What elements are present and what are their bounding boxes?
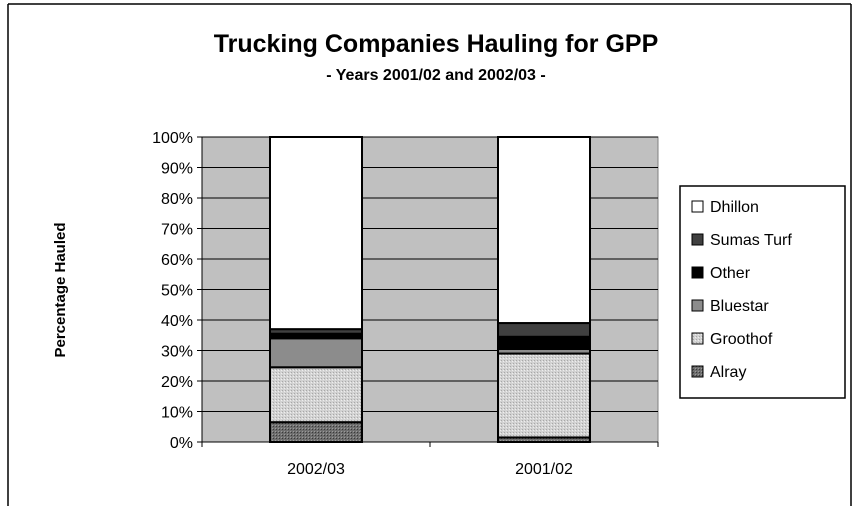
y-tick-label: 70% [161,222,193,239]
legend-label-groothof: Groothof [710,331,773,348]
y-tick-label: 50% [161,283,193,300]
x-tick-label: 2001/02 [515,461,573,478]
chart-subtitle: - Years 2001/02 and 2002/03 - [326,67,545,84]
bar-segment-bluestar [269,337,363,369]
bar-segment-groothof [497,352,591,439]
legend-label-alray: Alray [710,364,746,381]
legend-label-other: Other [710,265,751,282]
bar-segment-alray [269,421,363,443]
bar-segment-sumas-turf [497,322,591,338]
bar-segment-groothof [269,366,363,424]
bar-segment-other [497,335,591,350]
legend-label-bluestar: Bluestar [710,298,769,315]
y-tick-label: 90% [161,161,193,178]
legend-swatch-alray [691,365,704,378]
y-tick-label: 80% [161,191,193,208]
y-tick-label: 40% [161,313,193,330]
y-axis-label: Percentage Hauled [52,222,69,357]
legend-swatch-sumas-turf [691,233,704,246]
legend-label-dhillon: Dhillon [710,199,759,216]
bar-segment-dhillon [269,136,363,331]
legend-swatch-bluestar [691,299,704,312]
y-tick-label: 0% [170,435,193,452]
legend: Dhillon Sumas Turf Other Bluestar Groothof Al… [679,185,846,399]
legend-swatch-dhillon [691,200,704,213]
plot-area: 0% 10% 20% 30% 40% 50% 60% 70% 80% 90% 100% 2002/03… [152,130,659,478]
legend-swatch-groothof [691,332,704,345]
y-tick-label: 100% [152,130,193,147]
chart-title: Trucking Companies Hauling for GPP [214,30,659,58]
bar-segment-dhillon [497,136,591,325]
y-tick-label: 30% [161,344,193,361]
legend-label-sumas-turf: Sumas Turf [710,232,792,249]
y-tick-label: 20% [161,374,193,391]
legend-swatch-other [691,266,704,279]
legend-box [679,185,846,399]
y-tick-label: 10% [161,405,193,422]
y-tick-label: 60% [161,252,193,269]
x-tick-label: 2002/03 [287,461,345,478]
